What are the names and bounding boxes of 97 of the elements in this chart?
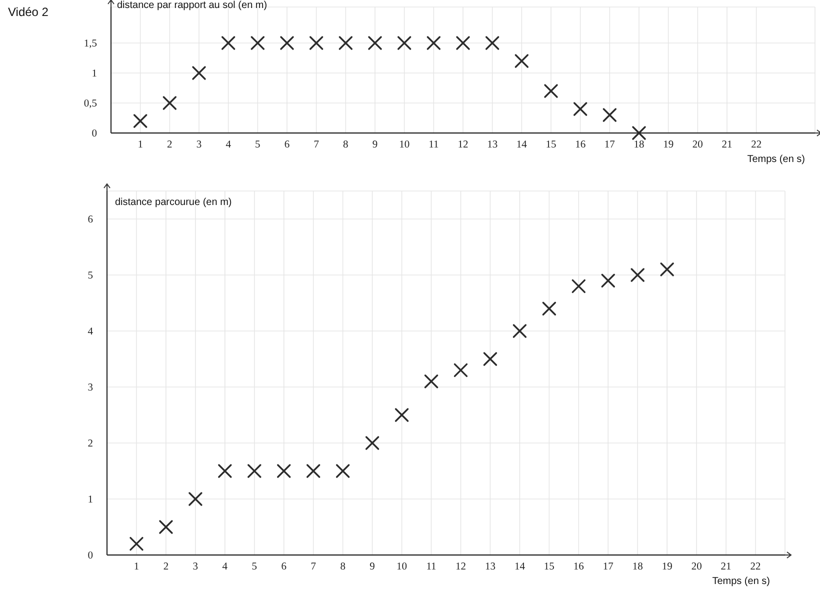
x-tick-label: 22 (750, 561, 761, 572)
x-tick-label: 1 (134, 561, 140, 572)
x-tick-label: 20 (691, 561, 702, 572)
x-tick-label: 4 (226, 139, 232, 150)
x-tick-label: 18 (632, 561, 643, 572)
chart-title: Vidéo 2 (8, 5, 48, 19)
point (601, 274, 615, 288)
point (630, 268, 644, 282)
x-tick-label: 12 (458, 139, 468, 150)
x-tick-label: 21 (722, 139, 732, 150)
y-tick-label: 6 (88, 214, 93, 226)
x-tick-label: 16 (573, 561, 584, 572)
point (397, 36, 412, 50)
x-tick-label: 15 (544, 561, 554, 572)
point (424, 374, 438, 388)
x-axis-title: Temps (en s) (747, 154, 805, 166)
x-tick-label: 6 (281, 561, 286, 572)
y-tick-label: 1,5 (84, 38, 97, 50)
point (426, 36, 441, 50)
point (485, 36, 500, 50)
x-tick-label: 2 (163, 561, 169, 572)
x-tick-label: 5 (255, 139, 260, 150)
point (221, 36, 236, 50)
point (192, 66, 206, 80)
x-tick-label: 17 (604, 139, 615, 150)
y-tick-label: 0 (92, 128, 97, 140)
point (602, 108, 617, 122)
point (306, 464, 320, 478)
x-tick-label: 18 (634, 139, 644, 150)
point (338, 36, 353, 50)
point (572, 279, 586, 294)
x-tick-label: 9 (372, 139, 378, 150)
point (248, 464, 262, 478)
x-tick-label: 2 (167, 139, 172, 150)
point (309, 36, 324, 50)
point (365, 436, 380, 450)
y-axis-title: distance par rapport au sol (en m) (117, 0, 268, 12)
x-tick-label: 13 (487, 139, 498, 150)
x-tick-label: 9 (370, 561, 375, 572)
point (512, 324, 527, 338)
point (336, 464, 350, 478)
x-tick-label: 11 (428, 139, 439, 150)
x-tick-label: 13 (484, 561, 496, 572)
point (456, 36, 470, 50)
x-tick-label: 10 (399, 139, 410, 150)
point (250, 36, 265, 50)
x-tick-label: 1 (138, 139, 143, 150)
point (483, 352, 498, 366)
x-tick-label: 17 (602, 561, 614, 572)
x-tick-label: 21 (720, 561, 732, 572)
x-tick-label: 20 (692, 139, 703, 150)
x-axis-title: Temps (en s) (712, 576, 770, 588)
point (130, 536, 144, 551)
point (544, 84, 558, 98)
y-tick-label: 5 (88, 270, 93, 282)
x-tick-label: 11 (426, 561, 436, 572)
point (162, 96, 177, 110)
point (454, 363, 468, 378)
point (368, 36, 382, 50)
x-tick-label: 4 (222, 561, 228, 572)
x-tick-label: 8 (343, 139, 348, 150)
y-tick-label: 4 (88, 326, 94, 338)
x-tick-label: 3 (192, 561, 198, 572)
x-tick-label: 10 (396, 561, 408, 572)
point (660, 262, 674, 276)
x-tick-label: 8 (340, 561, 346, 572)
x-tick-label: 5 (252, 561, 258, 572)
x-tick-label: 14 (516, 139, 528, 150)
y-tick-label: 3 (88, 382, 93, 394)
point (133, 114, 148, 128)
x-tick-label: 19 (662, 561, 672, 572)
x-tick-label: 12 (455, 561, 466, 572)
point (277, 464, 291, 478)
point (188, 492, 202, 506)
y-tick-label: 1 (88, 494, 93, 506)
y-tick-label: 2 (88, 438, 93, 450)
point (218, 464, 232, 478)
point (394, 408, 409, 422)
x-tick-label: 3 (196, 139, 202, 150)
x-tick-label: 22 (751, 139, 762, 150)
point (542, 302, 556, 316)
y-tick-label: 0,5 (84, 98, 97, 110)
x-tick-label: 7 (310, 561, 316, 572)
x-tick-label: 15 (546, 139, 556, 150)
x-tick-label: 6 (284, 139, 290, 150)
y-tick-label: 1 (92, 68, 97, 80)
point (159, 520, 173, 534)
x-tick-label: 16 (575, 139, 586, 150)
x-tick-label: 19 (663, 139, 674, 150)
y-tick-label: 0 (88, 550, 93, 562)
point (573, 102, 588, 116)
point (514, 54, 529, 68)
point (280, 36, 294, 50)
x-tick-label: 14 (514, 561, 526, 572)
point (632, 126, 646, 140)
x-tick-label: 7 (314, 139, 319, 150)
y-axis-title: distance parcourue (en m) (115, 197, 232, 209)
